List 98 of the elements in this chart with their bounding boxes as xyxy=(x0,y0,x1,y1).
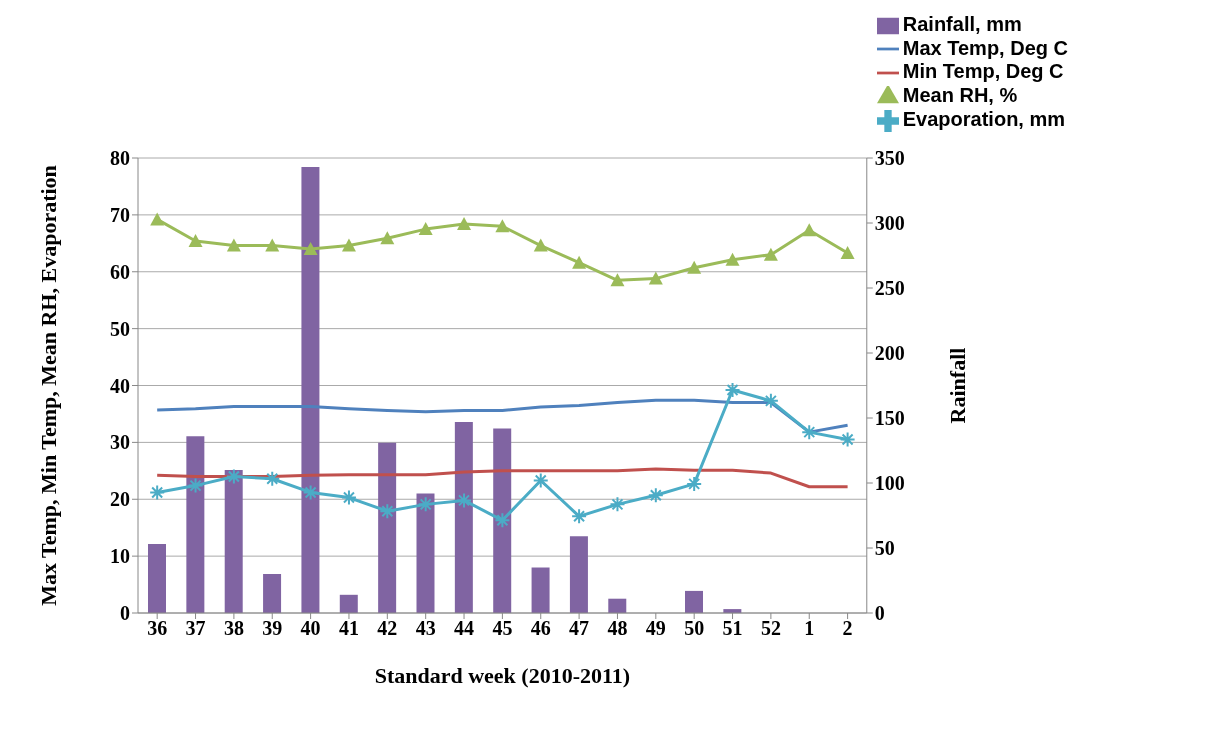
y2-tick-label: 200 xyxy=(874,342,905,365)
point xyxy=(264,470,281,487)
bar xyxy=(339,594,358,613)
x-tick-label: 48 xyxy=(607,617,628,640)
point xyxy=(340,489,357,506)
bar xyxy=(531,567,550,613)
point xyxy=(610,273,625,287)
y-tick-label: 40 xyxy=(110,374,130,397)
y2-tick-label: 350 xyxy=(874,147,905,170)
x-tick-label: 40 xyxy=(300,617,321,640)
y2-tick-label: 300 xyxy=(874,212,905,235)
x-tick-label: 1 xyxy=(804,617,815,640)
y-tick-label: 80 xyxy=(110,147,130,170)
legend-label: Max Temp, Deg C xyxy=(902,36,1068,59)
y2-tick-label: 250 xyxy=(874,277,905,300)
line-series xyxy=(155,398,850,434)
x-tick-label: 47 xyxy=(569,617,590,640)
y2-tick-label: 50 xyxy=(874,537,895,560)
point xyxy=(303,242,318,255)
point xyxy=(494,512,511,529)
point xyxy=(571,508,588,525)
x-tick-label: 2 xyxy=(842,617,853,640)
point xyxy=(648,271,663,285)
bar xyxy=(608,598,627,613)
bar xyxy=(263,574,282,613)
legend-label: Mean RH, % xyxy=(902,84,1018,107)
point xyxy=(341,238,356,252)
bar xyxy=(378,442,397,613)
point xyxy=(686,475,703,492)
x-tick-label: 36 xyxy=(147,617,168,640)
point xyxy=(226,238,241,252)
bar xyxy=(416,493,435,613)
legend-label: Evaporation, mm xyxy=(902,107,1066,130)
x-tick-label: 42 xyxy=(377,617,398,640)
x-tick-label: 43 xyxy=(415,617,436,640)
y-tick-label: 0 xyxy=(120,602,130,625)
y-tick-label: 20 xyxy=(110,488,130,511)
x-tick-label: 49 xyxy=(645,617,666,640)
line-series xyxy=(155,467,850,489)
point xyxy=(225,468,242,485)
point xyxy=(802,223,817,237)
x-tick-label: 46 xyxy=(530,617,551,640)
legend-label: Rainfall, mm xyxy=(902,13,1022,35)
point xyxy=(532,472,549,489)
point xyxy=(418,222,433,236)
point xyxy=(149,484,166,501)
x-tick-label: 39 xyxy=(262,617,283,640)
point xyxy=(456,492,473,509)
point xyxy=(265,238,280,252)
point xyxy=(533,238,548,252)
point xyxy=(150,212,165,226)
y-tick-label: 50 xyxy=(110,317,130,340)
point xyxy=(457,216,472,230)
bar xyxy=(301,167,320,613)
point xyxy=(839,431,856,448)
y2-axis-title: Rainfall xyxy=(944,347,970,424)
point xyxy=(609,496,626,513)
x-tick-label: 37 xyxy=(185,617,206,640)
y-tick-label: 30 xyxy=(110,431,130,454)
point xyxy=(762,392,779,409)
y2-tick-label: 0 xyxy=(874,602,885,625)
point xyxy=(687,260,702,274)
point xyxy=(302,484,319,501)
point xyxy=(840,245,855,259)
point xyxy=(380,231,395,245)
bar xyxy=(148,544,166,613)
point xyxy=(188,234,203,248)
x-tick-label: 41 xyxy=(338,617,359,640)
legend-label: Min Temp, Deg C xyxy=(902,60,1064,83)
point xyxy=(801,424,818,441)
y2-tick-label: 150 xyxy=(874,407,905,430)
bar xyxy=(493,428,512,613)
y-axis-title: Max Temp, Min Temp, Mean RH, Evaporation xyxy=(35,165,61,606)
point xyxy=(647,487,664,504)
x-tick-label: 50 xyxy=(684,617,705,640)
x-tick-label: 52 xyxy=(760,617,781,640)
y-tick-label: 60 xyxy=(110,260,130,283)
x-tick-label: 45 xyxy=(492,617,513,640)
point xyxy=(725,252,740,266)
point xyxy=(495,219,510,233)
point xyxy=(187,477,204,494)
y-tick-label: 10 xyxy=(110,545,130,568)
bar xyxy=(186,436,205,613)
point xyxy=(572,255,587,269)
bar xyxy=(454,421,473,613)
y-tick-label: 70 xyxy=(110,203,130,226)
bar xyxy=(685,590,703,613)
point xyxy=(379,503,396,520)
bar xyxy=(569,536,588,613)
point xyxy=(724,382,741,399)
bar xyxy=(224,470,243,613)
point xyxy=(417,496,434,513)
x-tick-label: 38 xyxy=(223,617,244,640)
y2-tick-label: 100 xyxy=(874,472,905,495)
x-tick-label: 44 xyxy=(454,617,475,640)
x-axis-title: Standard week (2010-2011) xyxy=(374,663,631,688)
x-tick-label: 51 xyxy=(722,617,743,640)
point xyxy=(763,247,778,261)
